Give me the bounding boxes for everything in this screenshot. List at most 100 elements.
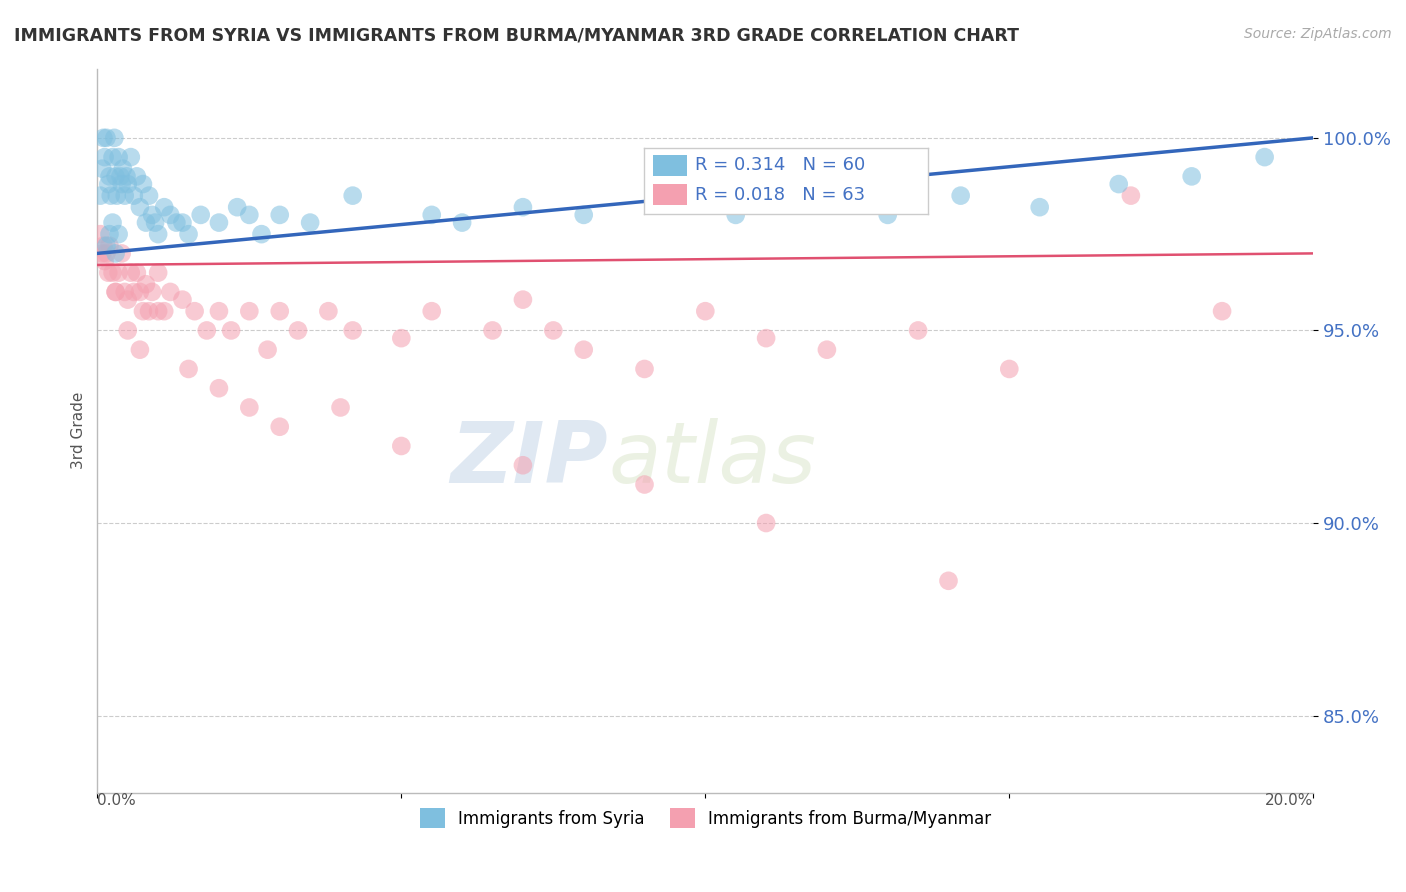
Point <box>104 169 127 184</box>
Point <box>572 208 595 222</box>
Point <box>103 131 125 145</box>
Point <box>633 477 655 491</box>
Text: ZIP: ZIP <box>450 418 607 501</box>
Point <box>110 169 132 184</box>
Point <box>420 304 443 318</box>
Point <box>342 188 364 202</box>
Point <box>907 323 929 337</box>
Point <box>89 227 111 241</box>
Point <box>208 304 231 318</box>
Text: atlas: atlas <box>607 418 815 501</box>
Point <box>135 216 157 230</box>
Point <box>159 208 181 222</box>
Point <box>190 208 212 222</box>
Point <box>318 304 340 318</box>
Point <box>815 343 838 357</box>
Point <box>250 227 273 241</box>
Point <box>117 323 139 337</box>
Point <box>114 188 136 202</box>
Point <box>153 200 176 214</box>
Point <box>183 304 205 318</box>
Point <box>129 343 152 357</box>
Point <box>93 254 115 268</box>
Point <box>98 227 121 241</box>
Point <box>146 304 169 318</box>
Point <box>165 216 187 230</box>
Point <box>141 285 163 299</box>
Point <box>512 458 534 473</box>
Point <box>129 200 152 214</box>
Point <box>91 246 114 260</box>
Text: Source: ZipAtlas.com: Source: ZipAtlas.com <box>1244 27 1392 41</box>
Point <box>803 188 825 202</box>
Point <box>1028 200 1050 214</box>
Point <box>1108 177 1130 191</box>
Point <box>755 516 778 530</box>
Point <box>138 304 160 318</box>
Text: 20.0%: 20.0% <box>1265 793 1313 807</box>
Point <box>135 277 157 292</box>
Text: 0.0%: 0.0% <box>97 793 136 807</box>
Point <box>208 381 231 395</box>
Point <box>96 238 118 252</box>
Point <box>143 216 166 230</box>
Point <box>226 200 249 214</box>
Point <box>998 362 1021 376</box>
Point <box>93 238 115 252</box>
Point <box>107 266 129 280</box>
Point <box>98 169 121 184</box>
Y-axis label: 3rd Grade: 3rd Grade <box>72 392 86 469</box>
Point <box>120 266 142 280</box>
Point <box>89 188 111 202</box>
Point <box>114 285 136 299</box>
Point <box>111 177 134 191</box>
Point <box>122 285 145 299</box>
Point <box>91 161 114 176</box>
Point <box>238 208 260 222</box>
Point <box>101 150 124 164</box>
Point <box>172 293 194 307</box>
Legend: Immigrants from Syria, Immigrants from Burma/Myanmar: Immigrants from Syria, Immigrants from B… <box>413 801 998 835</box>
Bar <box>652 184 686 205</box>
Point <box>107 150 129 164</box>
Point <box>93 150 115 164</box>
Point <box>572 343 595 357</box>
Point <box>389 331 412 345</box>
Point <box>107 227 129 241</box>
Point <box>256 343 278 357</box>
Text: R = 0.314   N = 60: R = 0.314 N = 60 <box>696 156 866 174</box>
Point <box>329 401 352 415</box>
Point <box>269 419 291 434</box>
Point <box>938 574 960 588</box>
Point <box>96 131 118 145</box>
Point <box>633 362 655 376</box>
Point <box>93 131 115 145</box>
Point <box>132 304 155 318</box>
Point <box>101 216 124 230</box>
Point <box>125 266 148 280</box>
Point <box>97 177 120 191</box>
Point <box>129 285 152 299</box>
Point <box>105 188 128 202</box>
Point <box>512 200 534 214</box>
Point <box>1181 169 1204 184</box>
Point <box>146 266 169 280</box>
Point <box>238 304 260 318</box>
Point <box>153 304 176 318</box>
Text: IMMIGRANTS FROM SYRIA VS IMMIGRANTS FROM BURMA/MYANMAR 3RD GRADE CORRELATION CHA: IMMIGRANTS FROM SYRIA VS IMMIGRANTS FROM… <box>14 27 1019 45</box>
Point <box>195 323 218 337</box>
Point <box>543 323 565 337</box>
Point <box>238 401 260 415</box>
Point <box>120 150 142 164</box>
Point <box>125 169 148 184</box>
Point <box>104 285 127 299</box>
Point <box>97 266 120 280</box>
Bar <box>652 155 686 176</box>
Point <box>146 227 169 241</box>
Point <box>101 266 124 280</box>
Point <box>299 216 322 230</box>
Point <box>141 208 163 222</box>
Point <box>269 304 291 318</box>
Point <box>208 216 231 230</box>
Point <box>115 169 138 184</box>
